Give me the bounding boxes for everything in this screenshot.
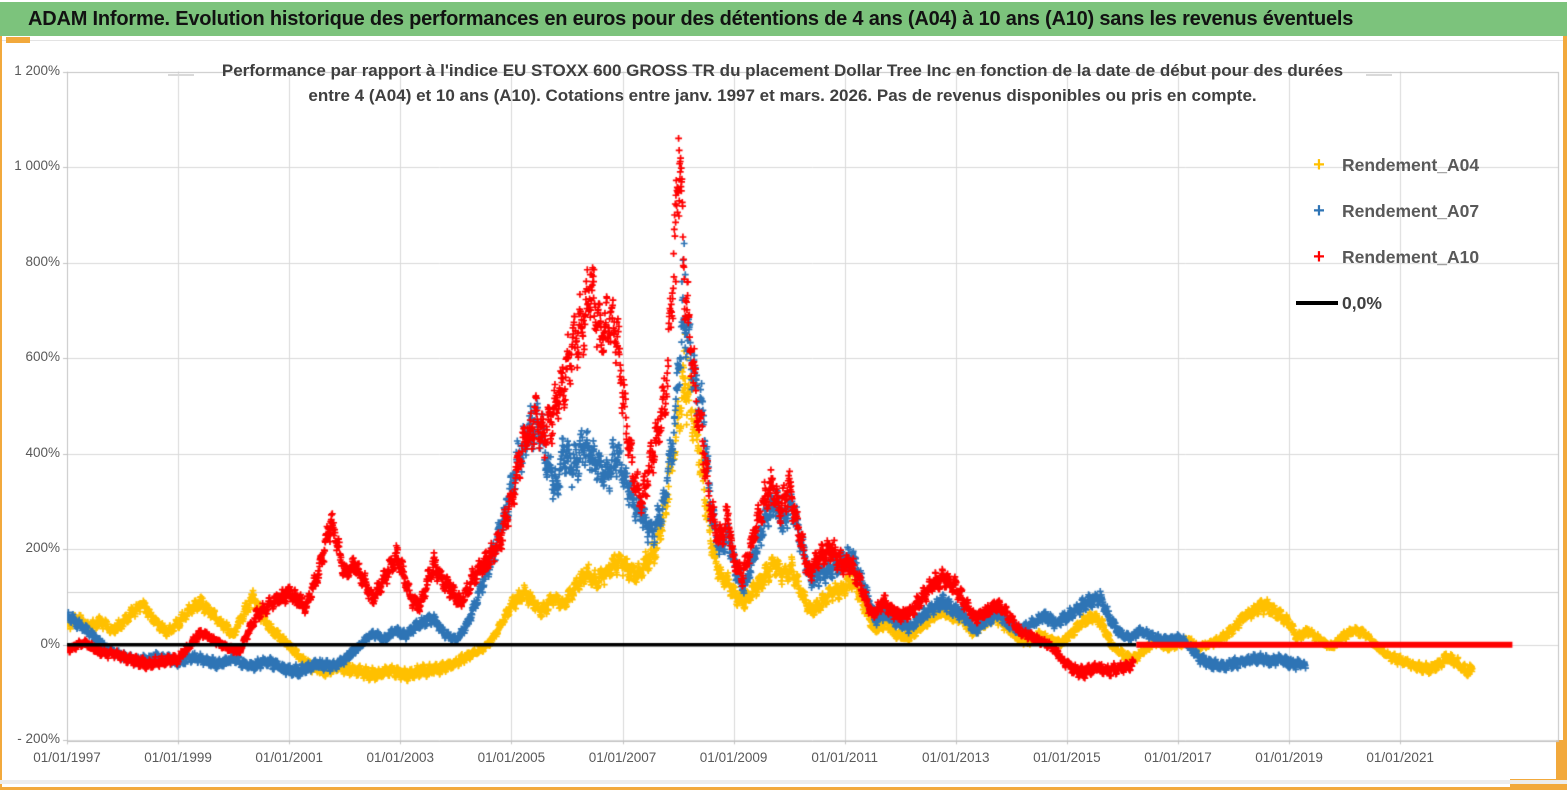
y-axis-label: 400% (25, 444, 60, 460)
zero-line-swatch-icon (1296, 301, 1338, 305)
x-axis-label: 01/01/2017 (1144, 750, 1212, 765)
title-connector-left (168, 74, 194, 76)
x-axis-label: 01/01/1999 (144, 750, 212, 765)
x-axis-label: 01/01/2011 (811, 750, 878, 765)
legend-item: + Rendement_A10 (1296, 242, 1479, 272)
x-axis-label: 01/01/2007 (588, 750, 657, 765)
legend-item: + Rendement_A07 (1296, 196, 1479, 226)
y-axis-label: 0% (40, 635, 60, 651)
x-axis-label: 01/01/1997 (33, 750, 101, 765)
legend-label: Rendement_A07 (1342, 200, 1480, 221)
y-axis-label: 800% (25, 253, 60, 269)
chart-title-line-2: entre 4 (A04) et 10 ans (A10). Cotations… (308, 86, 1257, 105)
plus-marker-icon: + (1313, 154, 1325, 176)
title-connector-right (1366, 74, 1392, 76)
x-axis-label: 01/01/2005 (477, 750, 546, 765)
legend-item: + Rendement_A04 (1296, 150, 1479, 180)
y-axis-label: - 200% (17, 731, 60, 747)
plus-marker-icon: + (1313, 200, 1325, 222)
legend-item: 0,0% (1296, 288, 1382, 318)
chart-title-line-1: Performance par rapport à l'indice EU ST… (221, 61, 1344, 80)
legend-label: Rendement_A10 (1342, 246, 1480, 267)
x-axis-label: 01/01/2009 (699, 750, 768, 765)
y-axis-label: 200% (25, 540, 60, 556)
x-axis-label: 01/01/2003 (366, 750, 435, 765)
x-axis-label: 01/01/2013 (922, 750, 990, 765)
legend-label: Rendement_A04 (1342, 154, 1480, 175)
x-axis-label: 01/01/2021 (1366, 750, 1434, 765)
y-axis-label: 600% (25, 349, 60, 365)
legend-label: 0,0% (1342, 292, 1382, 313)
y-axis-label: 1 200% (14, 62, 60, 78)
chart-title: Performance par rapport à l'indice EU ST… (190, 58, 1375, 108)
x-axis-label: 01/01/2001 (255, 750, 323, 765)
plus-marker-icon: + (1313, 246, 1325, 268)
x-axis-label: 01/01/2019 (1255, 750, 1323, 765)
y-axis-label: 1 000% (14, 158, 60, 174)
x-axis-label: 01/01/2015 (1033, 750, 1101, 765)
